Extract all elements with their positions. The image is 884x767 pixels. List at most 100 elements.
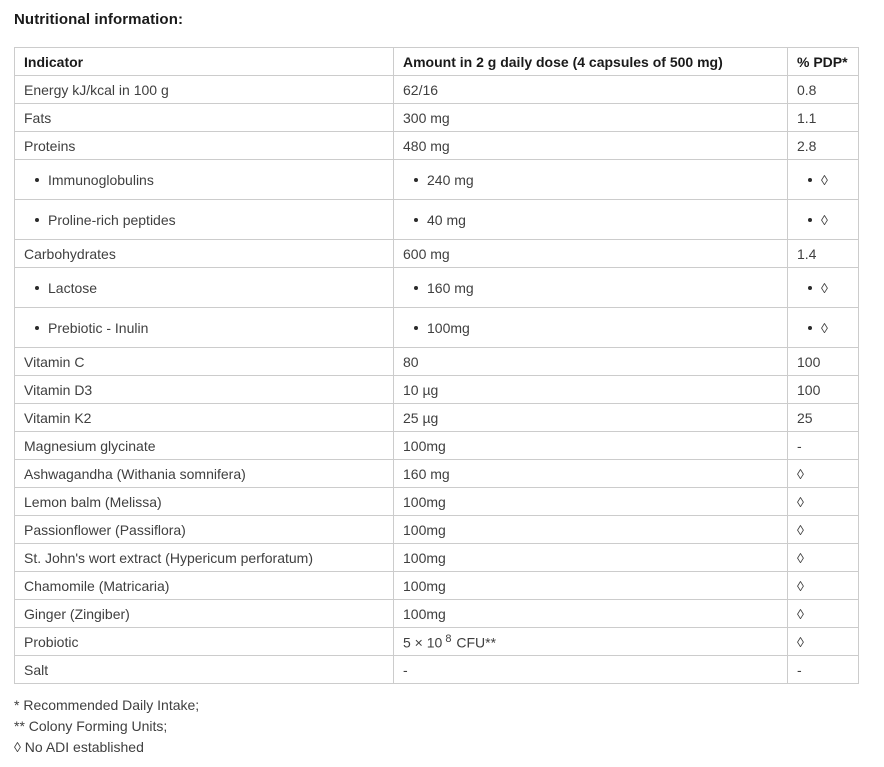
table-row: Probiotic 5 × 10 8 CFU** ◊	[14, 627, 859, 656]
pdp-text: ◊	[821, 279, 828, 296]
amount-text: 160 mg	[427, 279, 474, 296]
table-row: Proline-rich peptides 40 mg ◊	[14, 199, 859, 240]
indicator-text: Lactose	[48, 279, 98, 296]
amount-cell: 100mg	[393, 571, 788, 600]
pdp-cell: 0.8	[787, 75, 859, 104]
amount-cell: 100mg	[393, 307, 788, 348]
bullet-icon	[808, 325, 812, 330]
bullet-icon	[808, 285, 812, 290]
footnote-adi: ◊ No ADI established	[14, 739, 144, 755]
bullet-icon	[414, 177, 418, 182]
indicator-cell: Fats	[14, 103, 394, 132]
indicator-cell: Probiotic	[14, 627, 394, 656]
indicator-text: Prebiotic - Inulin	[48, 319, 149, 336]
pdp-cell: ◊	[787, 267, 859, 308]
pdp-text: ◊	[821, 171, 828, 188]
amount-cell: 10 µg	[393, 375, 788, 404]
table-row: Magnesium glycinate 100mg -	[14, 431, 859, 460]
table-row: Lactose 160 mg ◊	[14, 267, 859, 308]
indicator-cell: Salt	[14, 655, 394, 684]
indicator-cell: St. John's wort extract (Hypericum perfo…	[14, 543, 394, 572]
indicator-cell: Passionflower (Passiflora)	[14, 515, 394, 544]
amount-text: 40 mg	[427, 211, 466, 228]
bullet-icon	[35, 217, 39, 222]
amount-cell: 100mg	[393, 515, 788, 544]
indicator-cell: Ashwagandha (Withania somnifera)	[14, 459, 394, 488]
footnote-rdi: * Recommended Daily Intake;	[14, 697, 200, 713]
pdp-text: ◊	[821, 319, 828, 336]
pdp-cell: -	[787, 655, 859, 684]
table-row: Energy kJ/kcal in 100 g 62/16 0.8	[14, 75, 859, 104]
table-row: Ashwagandha (Withania somnifera) 160 mg …	[14, 459, 859, 488]
column-header-pdp: % PDP*	[787, 47, 859, 76]
table-row: Fats 300 mg 1.1	[14, 103, 859, 132]
pdp-cell: -	[787, 431, 859, 460]
pdp-cell: 1.1	[787, 103, 859, 132]
indicator-cell: Vitamin K2	[14, 403, 394, 432]
pdp-cell: ◊	[787, 627, 859, 656]
page-title: Nutritional information:	[14, 11, 184, 28]
table-row: Passionflower (Passiflora) 100mg ◊	[14, 515, 859, 544]
column-header-indicator: Indicator	[14, 47, 394, 76]
amount-cell: 5 × 10 8 CFU**	[393, 627, 788, 656]
table-row: Chamomile (Matricaria) 100mg ◊	[14, 571, 859, 600]
indicator-cell: Proteins	[14, 131, 394, 160]
table-row: Vitamin D3 10 µg 100	[14, 375, 859, 404]
amount-cell: 100mg	[393, 487, 788, 516]
amount-cell: 100mg	[393, 599, 788, 628]
pdp-text: ◊	[821, 211, 828, 228]
amount-cell: 80	[393, 347, 788, 376]
amount-cell: -	[393, 655, 788, 684]
table-row: Ginger (Zingiber) 100mg ◊	[14, 599, 859, 628]
table-row: Vitamin K2 25 µg 25	[14, 403, 859, 432]
bullet-icon	[808, 217, 812, 222]
amount-text: 240 mg	[427, 171, 474, 188]
indicator-cell: Carbohydrates	[14, 239, 394, 268]
amount-cell: 240 mg	[393, 159, 788, 200]
pdp-cell: 25	[787, 403, 859, 432]
amount-cell: 480 mg	[393, 131, 788, 160]
amount-cell: 160 mg	[393, 459, 788, 488]
bullet-icon	[808, 177, 812, 182]
amount-cell: 25 µg	[393, 403, 788, 432]
pdp-cell: 100	[787, 375, 859, 404]
indicator-cell: Vitamin D3	[14, 375, 394, 404]
pdp-cell: ◊	[787, 307, 859, 348]
amount-cell: 100mg	[393, 431, 788, 460]
pdp-cell: 100	[787, 347, 859, 376]
amount-cell: 300 mg	[393, 103, 788, 132]
indicator-cell: Prebiotic - Inulin	[14, 307, 394, 348]
indicator-cell: Proline-rich peptides	[14, 199, 394, 240]
bullet-icon	[414, 325, 418, 330]
indicator-cell: Immunoglobulins	[14, 159, 394, 200]
column-header-amount: Amount in 2 g daily dose (4 capsules of …	[393, 47, 788, 76]
footnotes: * Recommended Daily Intake; ** Colony Fo…	[14, 695, 870, 758]
amount-text-suffix: CFU**	[452, 634, 497, 651]
table-row: Salt - -	[14, 655, 859, 684]
bullet-icon	[35, 285, 39, 290]
indicator-cell: Energy kJ/kcal in 100 g	[14, 75, 394, 104]
table-row: Prebiotic - Inulin 100mg ◊	[14, 307, 859, 348]
pdp-cell: ◊	[787, 159, 859, 200]
bullet-icon	[35, 177, 39, 182]
table-body: Energy kJ/kcal in 100 g 62/16 0.8 Fats 3…	[14, 75, 859, 684]
pdp-cell: ◊	[787, 459, 859, 488]
amount-cell: 600 mg	[393, 239, 788, 268]
table-row: Proteins 480 mg 2.8	[14, 131, 859, 160]
table-row: Carbohydrates 600 mg 1.4	[14, 239, 859, 268]
table-header-row: Indicator Amount in 2 g daily dose (4 ca…	[14, 47, 859, 76]
bullet-icon	[414, 285, 418, 290]
pdp-cell: ◊	[787, 515, 859, 544]
table-row: Vitamin C 80 100	[14, 347, 859, 376]
pdp-cell: ◊	[787, 599, 859, 628]
amount-text: 5 × 10	[403, 634, 443, 651]
amount-cell: 160 mg	[393, 267, 788, 308]
pdp-cell: 2.8	[787, 131, 859, 160]
bullet-icon	[414, 217, 418, 222]
pdp-cell: ◊	[787, 487, 859, 516]
amount-cell: 40 mg	[393, 199, 788, 240]
amount-cell: 100mg	[393, 543, 788, 572]
bullet-icon	[35, 325, 39, 330]
pdp-cell: ◊	[787, 571, 859, 600]
